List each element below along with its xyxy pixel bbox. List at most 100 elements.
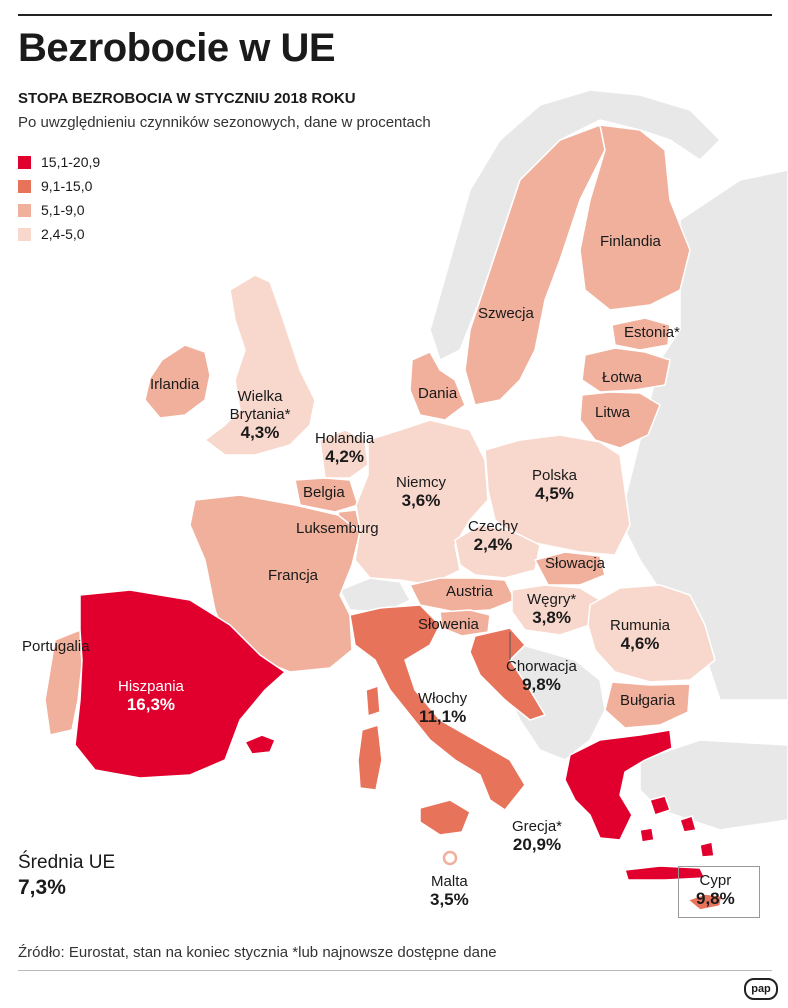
label-italy: Włochy 11,1% [418, 690, 467, 726]
country-value: 16,3% [126, 695, 176, 714]
legend-swatch [18, 203, 31, 217]
label-latvia: Łotwa [602, 369, 642, 387]
region-denmark [409, 351, 466, 421]
region-germany [354, 419, 489, 586]
region-turkey [639, 739, 788, 831]
region-greek-islands [639, 795, 715, 858]
bottom-rule [18, 970, 772, 971]
country-name: Hiszpania [118, 678, 184, 695]
region-italy [349, 604, 526, 811]
label-greece: Grecja* 20,9% [512, 818, 562, 854]
legend-item: 15,1-20,9 [18, 150, 100, 174]
label-luxembourg: Luksemburg [296, 520, 379, 538]
label-belgium: Belgia [303, 484, 345, 502]
country-name: Francja [268, 567, 319, 584]
data-note: Po uwzględnieniu czynników sezonowych, d… [18, 114, 431, 131]
region-lithuania [579, 391, 661, 449]
label-netherlands: Holandia 4,2% [315, 430, 374, 466]
region-ireland [144, 344, 211, 419]
region-bulgaria [604, 681, 691, 729]
legend-swatch [18, 179, 31, 193]
region-sardinia [357, 724, 383, 791]
country-value: 3,5% [430, 890, 469, 909]
label-germany: Niemcy 3,6% [396, 474, 446, 510]
legend-label: 5,1-9,0 [41, 202, 85, 218]
malta-marker [442, 850, 458, 866]
region-slovenia [439, 609, 491, 637]
country-value: 2,4% [473, 535, 513, 554]
country-name: Bułgaria [620, 692, 676, 709]
region-latvia [581, 347, 671, 393]
label-estonia: Estonia* [624, 324, 680, 342]
country-name: Portugalia [22, 638, 90, 655]
label-lithuania: Litwa [595, 404, 630, 422]
region-spain [74, 589, 286, 779]
label-cyprus: Cypr 9,8% [696, 872, 735, 908]
source-note: Źródło: Eurostat, stan na koniec styczni… [18, 944, 497, 961]
country-name: Finlandia [600, 233, 661, 250]
label-denmark: Dania [418, 385, 457, 403]
label-spain: Hiszpania 16,3% [118, 678, 184, 714]
country-name: Malta [431, 873, 468, 890]
country-name: Wielka Brytania* [229, 388, 291, 423]
country-name: Estonia* [624, 324, 680, 341]
label-romania: Rumunia 4,6% [610, 617, 670, 653]
country-name: Słowacja [545, 555, 606, 572]
country-name: Niemcy [396, 474, 447, 491]
region-sweden [464, 124, 606, 406]
label-sweden: Szwecja [478, 305, 534, 323]
country-value: 20,9% [512, 835, 562, 854]
region-greece [564, 729, 673, 841]
eu-average-value: 7,3% [18, 876, 66, 899]
country-value: 4,5% [535, 484, 574, 503]
label-portugal: Portugalia [22, 638, 90, 656]
country-name: Szwecja [478, 305, 534, 322]
legend-item: 9,1-15,0 [18, 174, 100, 198]
country-name: Litwa [595, 404, 631, 421]
legend-swatch [18, 227, 31, 241]
country-name: Grecja* [512, 818, 563, 835]
label-united-kingdom: Wielka Brytania* 4,3% [225, 388, 295, 442]
region-croatia [469, 627, 546, 721]
country-value: 9,8% [696, 889, 735, 908]
page-title: Bezrobocie w UE [18, 26, 336, 70]
label-slovenia: Słowenia [418, 616, 479, 634]
label-finland: Finlandia [600, 233, 661, 251]
label-malta: Malta 3,5% [430, 873, 469, 909]
legend-item: 5,1-9,0 [18, 198, 100, 222]
region-czechia [454, 524, 541, 579]
region-poland [484, 434, 631, 556]
legend-label: 2,4-5,0 [41, 226, 85, 242]
label-bulgaria: Bułgaria [620, 692, 675, 710]
region-romania [587, 584, 716, 683]
country-name: Austria [446, 583, 493, 600]
country-name: Rumunia [610, 617, 671, 634]
country-name: Czechy [468, 518, 519, 535]
country-name: Holandia [315, 430, 375, 447]
top-rule [18, 14, 772, 16]
label-croatia: Chorwacja 9,8% [506, 658, 577, 694]
label-hungary: Węgry* 3,8% [527, 591, 576, 627]
region-crete [624, 865, 706, 881]
subtitle: STOPA BEZROBOCIA W STYCZNIU 2018 ROKU [18, 90, 356, 107]
country-value: 3,6% [401, 491, 441, 510]
region-united-kingdom [204, 274, 316, 456]
legend: 15,1-20,9 9,1-15,0 5,1-9,0 2,4-5,0 [18, 150, 100, 246]
country-value: 4,6% [620, 634, 660, 653]
country-value: 4,3% [240, 423, 280, 442]
legend-swatch [18, 155, 31, 169]
label-slovakia: Słowacja [545, 555, 605, 573]
label-czechia: Czechy 2,4% [468, 518, 518, 554]
label-ireland: Irlandia [150, 376, 199, 394]
country-name: Belgia [303, 484, 345, 501]
label-france: Francja [268, 567, 318, 585]
country-name: Węgry* [527, 591, 577, 608]
region-finland [579, 124, 691, 311]
eu-average: Średnia UE 7,3% [18, 852, 115, 900]
label-austria: Austria [446, 583, 493, 601]
legend-label: 9,1-15,0 [41, 178, 93, 194]
country-name: Cypr [699, 872, 732, 889]
legend-label: 15,1-20,9 [41, 154, 101, 170]
region-cyprus [687, 893, 723, 911]
country-name: Polska [532, 467, 578, 484]
